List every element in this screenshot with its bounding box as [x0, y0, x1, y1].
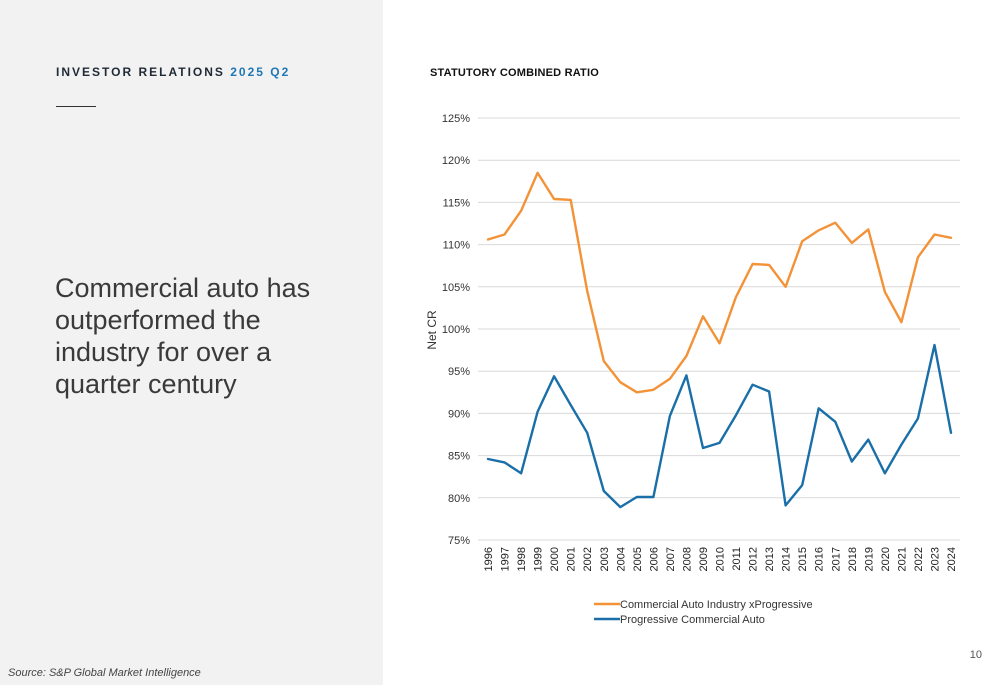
x-tick-label: 2012: [748, 547, 760, 571]
industry-series-line: [486, 171, 953, 394]
x-tick-label: 1999: [533, 547, 545, 571]
page-number: 10: [969, 649, 982, 661]
x-tick-label: 2007: [665, 547, 677, 571]
divider: [56, 106, 96, 107]
source-note: Source: S&P Global Market Intelligence: [8, 667, 201, 679]
y-axis-label: Net CR: [425, 310, 439, 350]
x-tick-label: 2005: [632, 547, 644, 571]
x-tick-label: 2019: [863, 547, 875, 571]
x-tick-label: 2020: [880, 547, 892, 571]
x-tick-label: 2008: [681, 547, 693, 571]
eyebrow: INVESTOR RELATIONS 2025 Q2: [56, 65, 290, 79]
y-tick-label: 95%: [448, 366, 470, 378]
x-tick-label: 2021: [896, 547, 908, 571]
x-tick-label: 1998: [516, 547, 528, 571]
gridlines: [478, 117, 960, 541]
y-tick-label: 100%: [442, 324, 470, 336]
legend-label: Commercial Auto Industry xProgressive: [620, 599, 813, 611]
x-tick-label: 2014: [781, 547, 793, 571]
x-tick-label: 2011: [731, 547, 743, 571]
y-tick-label: 110%: [443, 240, 471, 252]
x-tick-label: 1997: [500, 547, 512, 571]
x-tick-label: 2009: [698, 547, 710, 571]
headline: Commercial auto has outperformed the ind…: [55, 273, 311, 399]
x-tick-label: 2016: [814, 547, 826, 571]
x-tick-label: 2003: [599, 547, 611, 571]
y-tick-label: 85%: [448, 451, 470, 463]
left-panel: [0, 0, 383, 685]
x-tick-label: 2018: [847, 547, 859, 571]
legend-label: Progressive Commercial Auto: [620, 614, 765, 626]
x-tick-label: 2001: [566, 547, 578, 571]
x-tick-label: 2010: [715, 547, 727, 571]
progressive-series-line: [486, 343, 953, 509]
chart-title: STATUTORY COMBINED RATIO: [430, 67, 599, 79]
x-tick-label: 1996: [483, 547, 495, 571]
x-tick-label: 2022: [913, 547, 925, 571]
y-tick-labels: 75% 80% 85% 90% 95% 100% 105% 110% 115% 120% 125%: [442, 113, 470, 547]
eyebrow-period: 2025 Q2: [230, 65, 291, 79]
legend: Commercial Auto Industry xProgressive Pro…: [594, 599, 813, 626]
x-tick-label: 2004: [615, 547, 627, 571]
y-tick-label: 80%: [448, 493, 470, 505]
x-tick-label: 2002: [582, 547, 594, 571]
x-tick-label: 2024: [946, 547, 958, 571]
x-tick-label: 2006: [648, 547, 660, 571]
x-tick-labels: 1996 1997 1998 1999 2000 2001 2002 2003 2004 2005…: [483, 547, 958, 571]
series-lines: [486, 171, 953, 509]
y-tick-label: 120%: [442, 155, 470, 167]
y-tick-label: 75%: [448, 535, 470, 547]
y-tick-label: 105%: [442, 282, 470, 294]
x-tick-label: 2023: [929, 547, 941, 571]
eyebrow-label: INVESTOR RELATIONS: [56, 65, 225, 79]
y-tick-label: 125%: [442, 113, 470, 125]
x-tick-label: 2000: [549, 547, 561, 571]
x-tick-label: 2017: [830, 547, 842, 571]
y-tick-label: 90%: [448, 408, 470, 420]
y-tick-label: 115%: [443, 197, 471, 209]
x-tick-label: 2015: [797, 547, 809, 571]
x-tick-label: 2013: [764, 547, 776, 571]
